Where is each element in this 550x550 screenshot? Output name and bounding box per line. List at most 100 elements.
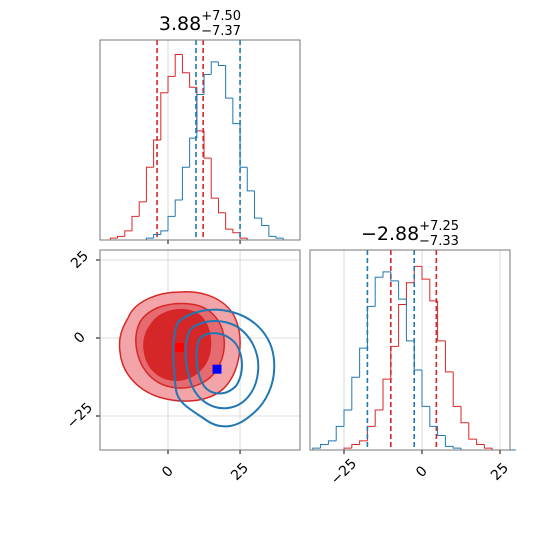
histogram-bin bbox=[239, 123, 248, 168]
histogram-bin bbox=[460, 406, 469, 424]
title-minus: −7.33 bbox=[419, 234, 459, 249]
marker bbox=[212, 364, 222, 374]
histogram-bin bbox=[145, 237, 154, 240]
histogram-bin bbox=[167, 215, 176, 231]
title-minus: −7.37 bbox=[201, 24, 241, 39]
histogram-bin bbox=[160, 230, 169, 235]
histogram-bin bbox=[203, 130, 212, 159]
histogram-bin bbox=[109, 237, 118, 240]
histogram-bin bbox=[196, 94, 205, 139]
histogram-bin bbox=[437, 426, 446, 436]
histogram-bin bbox=[117, 235, 125, 239]
contour-blue-outer bbox=[172, 308, 276, 428]
histogram-bin bbox=[452, 371, 462, 407]
histogram-bin bbox=[232, 98, 241, 125]
histogram-bin bbox=[359, 440, 368, 445]
histogram-bin bbox=[359, 347, 368, 378]
histogram-bin bbox=[261, 218, 269, 226]
histogram-bin bbox=[181, 54, 190, 74]
histogram-bin bbox=[153, 234, 161, 239]
histogram-bin bbox=[405, 282, 415, 305]
histogram-bin bbox=[374, 276, 384, 307]
histogram-bin bbox=[225, 65, 233, 99]
title-value: −2.88 bbox=[361, 223, 419, 245]
histogram-bin bbox=[382, 378, 391, 410]
panel-title: 3.88+7.50 −7.37 bbox=[159, 9, 241, 39]
histogram-bin bbox=[366, 305, 376, 349]
histogram-bin bbox=[413, 265, 423, 283]
axes-frame bbox=[99, 249, 301, 451]
histogram-bin bbox=[174, 199, 183, 217]
histogram-bin bbox=[398, 304, 407, 347]
title-plus: +7.25 bbox=[419, 219, 459, 234]
histogram-bin bbox=[421, 370, 430, 407]
histogram-bin bbox=[468, 422, 477, 440]
contours bbox=[118, 291, 276, 428]
histogram-bin bbox=[225, 212, 233, 230]
histogram-bin bbox=[189, 137, 197, 168]
histogram-bin bbox=[275, 236, 284, 239]
histogram-bin bbox=[327, 440, 337, 445]
x-tick-label: 25 bbox=[488, 460, 512, 484]
marker bbox=[175, 342, 185, 352]
y-tick-label: 25 bbox=[68, 248, 92, 272]
axes-frame bbox=[99, 39, 301, 241]
histogram-bin bbox=[335, 425, 345, 441]
histogram-bin bbox=[382, 271, 391, 278]
histogram-bin bbox=[351, 376, 360, 410]
title-value: 3.88 bbox=[159, 13, 201, 35]
x-tick-label: −25 bbox=[328, 456, 360, 488]
histogram-bin bbox=[145, 166, 154, 202]
histogram-bin bbox=[181, 166, 190, 200]
x-tick-label: 0 bbox=[413, 463, 431, 481]
histogram-bin bbox=[153, 139, 161, 168]
histogram-bin bbox=[413, 340, 423, 371]
histogram-bin bbox=[239, 232, 248, 239]
histogram-bin bbox=[405, 299, 415, 342]
contour-blue-inner bbox=[195, 332, 243, 395]
histogram-bin bbox=[167, 75, 176, 93]
histogram-bin bbox=[174, 54, 183, 77]
histogram-bin bbox=[138, 201, 147, 217]
axes-frame bbox=[309, 249, 511, 451]
x-tick-label: 0 bbox=[159, 463, 177, 481]
histogram-bin bbox=[246, 167, 255, 192]
histogram-bin bbox=[421, 266, 430, 280]
histogram-bin bbox=[429, 406, 438, 427]
histogram-bin bbox=[312, 447, 321, 450]
histogram-bin bbox=[398, 280, 407, 300]
histogram-bin bbox=[268, 225, 277, 237]
histogram-bin bbox=[343, 447, 352, 450]
histogram-bin bbox=[232, 229, 241, 234]
y-tick-label: 0 bbox=[71, 329, 89, 347]
histogram-bin bbox=[253, 190, 262, 219]
histogram-bin bbox=[320, 444, 329, 449]
histogram-bin bbox=[429, 279, 438, 302]
histogram-bin bbox=[124, 230, 132, 237]
histogram-bin bbox=[390, 345, 399, 380]
histogram-bin bbox=[217, 198, 226, 214]
title-plus: +7.50 bbox=[201, 9, 241, 24]
histogram-bin bbox=[343, 409, 352, 427]
histogram-bin bbox=[210, 158, 219, 199]
histogram-bin bbox=[390, 271, 399, 282]
panel-title: −2.88+7.25 −7.33 bbox=[361, 219, 459, 249]
y-tick-label: −25 bbox=[64, 400, 96, 432]
histogram-bin bbox=[444, 340, 454, 373]
histogram-bin bbox=[203, 74, 212, 95]
histogram-bin bbox=[374, 409, 384, 427]
histogram-bin bbox=[366, 425, 376, 441]
histogram-bin bbox=[452, 446, 462, 449]
contour-blue-mid bbox=[184, 320, 260, 410]
histogram-bin bbox=[351, 444, 360, 449]
histogram-bin bbox=[189, 72, 197, 88]
histogram-bin bbox=[210, 61, 219, 75]
x-tick-label: 25 bbox=[228, 460, 252, 484]
histogram-bin bbox=[476, 439, 485, 446]
histogram-bin bbox=[444, 435, 454, 447]
histogram-bin bbox=[437, 300, 446, 342]
histogram-bin bbox=[483, 444, 493, 449]
histogram-bin bbox=[160, 92, 169, 140]
histogram-bin bbox=[217, 61, 226, 66]
